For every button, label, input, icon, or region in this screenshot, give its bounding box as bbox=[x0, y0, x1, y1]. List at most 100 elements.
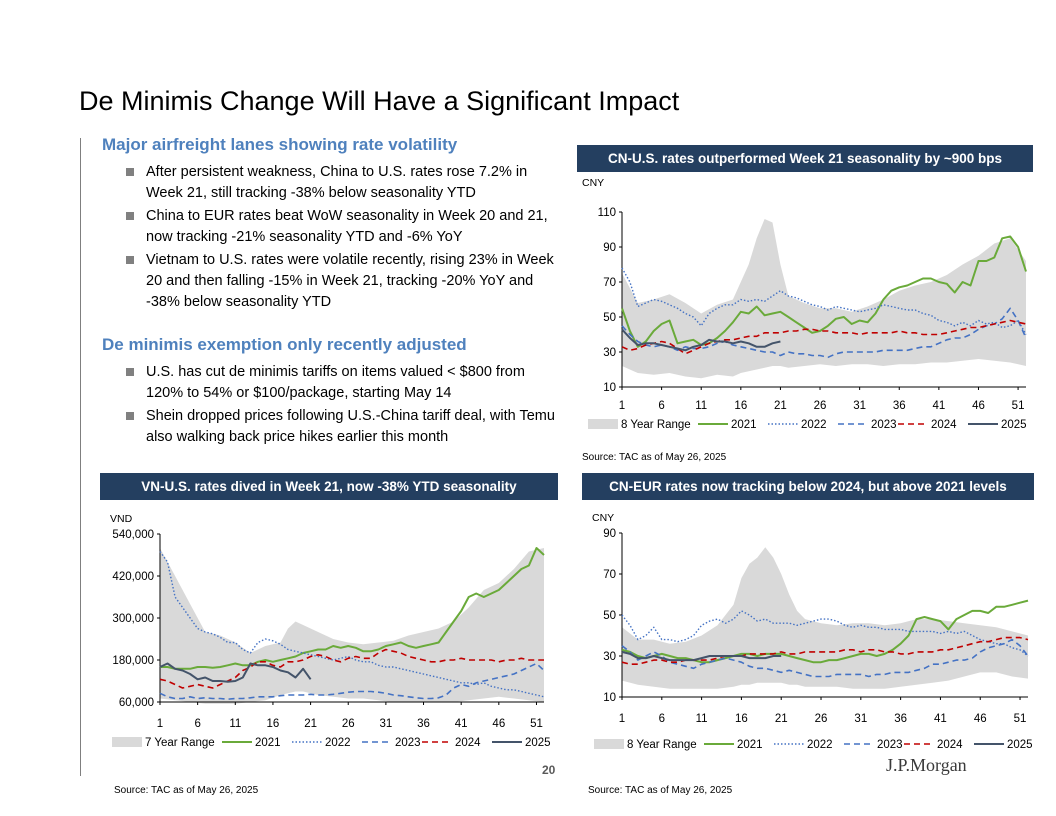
series-line-2021 bbox=[621, 599, 1029, 664]
x-tick-label: 16 bbox=[267, 718, 280, 730]
y-tick-label: 70 bbox=[603, 277, 616, 289]
y-tick-label: 30 bbox=[603, 651, 616, 663]
y-tick-label: 50 bbox=[603, 312, 616, 324]
x-tick-label: 16 bbox=[735, 713, 748, 725]
series-line-2021 bbox=[160, 547, 545, 670]
x-tick-label: 6 bbox=[194, 718, 200, 730]
page-number: 20 bbox=[542, 763, 556, 777]
chart-title-cn-eur: CN-EUR rates now tracking below 2024, bu… bbox=[582, 473, 1034, 500]
legend-swatch-range bbox=[588, 419, 618, 429]
x-tick-label: 51 bbox=[1014, 713, 1027, 725]
x-tick-label: 26 bbox=[342, 718, 355, 730]
legend-swatch-range bbox=[112, 737, 142, 747]
legend-label: 8 Year Range bbox=[627, 739, 697, 751]
series-line-2022 bbox=[159, 551, 545, 698]
x-tick-label: 51 bbox=[1012, 400, 1025, 412]
x-tick-label: 11 bbox=[695, 400, 707, 412]
x-tick-label: 41 bbox=[455, 718, 468, 730]
page-title: De Minimis Change Will Have a Significan… bbox=[79, 86, 680, 116]
y-tick-label: 70 bbox=[603, 569, 616, 581]
x-tick-label: 41 bbox=[932, 400, 945, 412]
bullet-item: U.S. has cut de minimis tariffs on items… bbox=[124, 362, 564, 404]
legend-label: 2023 bbox=[877, 739, 903, 751]
legend-swatch-range bbox=[594, 739, 624, 749]
y-tick-label: 180,000 bbox=[112, 655, 154, 667]
series-line-2024 bbox=[159, 648, 544, 689]
series-line-2024 bbox=[621, 319, 1027, 355]
y-tick-label: 10 bbox=[603, 382, 616, 394]
x-tick-label: 26 bbox=[814, 400, 827, 412]
legend-label: 8 Year Range bbox=[621, 419, 691, 431]
y-tick-label: 90 bbox=[603, 242, 616, 254]
bullet-item: China to EUR rates beat WoW seasonality … bbox=[124, 206, 564, 248]
series-line-2022 bbox=[621, 267, 1027, 335]
series-line-2023 bbox=[159, 662, 545, 700]
legend-label: 2025 bbox=[525, 737, 551, 749]
y-tick-label: 300,000 bbox=[112, 613, 154, 625]
bullet-list-de-minimis: U.S. has cut de minimis tariffs on items… bbox=[124, 362, 564, 450]
x-tick-label: 6 bbox=[659, 713, 665, 725]
y-unit-label: CNY bbox=[592, 512, 614, 524]
x-tick-label: 36 bbox=[893, 400, 906, 412]
y-tick-label: 30 bbox=[603, 347, 616, 359]
legend-label: 2021 bbox=[255, 737, 281, 749]
y-tick-label: 420,000 bbox=[112, 571, 154, 583]
chart-title-vn-us: VN-U.S. rates dived in Week 21, now -38%… bbox=[100, 473, 558, 500]
x-tick-label: 21 bbox=[775, 713, 788, 725]
x-tick-label: 11 bbox=[229, 718, 241, 730]
legend-label: 2022 bbox=[807, 739, 833, 751]
section-heading-de-minimis: De minimis exemption only recently adjus… bbox=[102, 335, 467, 354]
y-tick-label: 90 bbox=[603, 528, 616, 540]
legend-label: 2024 bbox=[931, 419, 957, 431]
legend-label: 2021 bbox=[737, 739, 763, 751]
source-note-bottom-right: Source: TAC as of May 26, 2025 bbox=[588, 785, 733, 796]
jpmorgan-logo: J.P.Morgan bbox=[886, 755, 967, 775]
legend-label: 2021 bbox=[731, 419, 757, 431]
x-tick-label: 31 bbox=[379, 718, 392, 730]
legend-label: 2022 bbox=[325, 737, 351, 749]
x-tick-label: 6 bbox=[658, 400, 664, 412]
y-unit-label: VND bbox=[110, 513, 133, 525]
legend-label: 2024 bbox=[455, 737, 481, 749]
legend-label: 2023 bbox=[395, 737, 421, 749]
source-note-bottom-left: Source: TAC as of May 26, 2025 bbox=[114, 785, 259, 796]
x-tick-label: 1 bbox=[157, 718, 163, 730]
source-note-top-right: Source: TAC as of May 26, 2025 bbox=[582, 452, 727, 463]
x-tick-label: 36 bbox=[894, 713, 907, 725]
series-line-2025 bbox=[621, 650, 782, 662]
x-tick-label: 1 bbox=[619, 713, 625, 725]
x-tick-label: 16 bbox=[734, 400, 747, 412]
x-tick-label: 46 bbox=[974, 713, 987, 725]
range-band bbox=[622, 219, 1026, 379]
bullet-item: Shein dropped prices following U.S.-Chin… bbox=[124, 406, 564, 448]
y-tick-label: 110 bbox=[598, 207, 616, 219]
legend-label: 2023 bbox=[871, 419, 897, 431]
x-tick-label: 41 bbox=[934, 713, 947, 725]
legend-label: 7 Year Range bbox=[145, 737, 215, 749]
legend-label: 2022 bbox=[801, 419, 827, 431]
legend-label: 2025 bbox=[1007, 739, 1033, 751]
x-tick-label: 51 bbox=[530, 718, 543, 730]
x-tick-label: 21 bbox=[304, 718, 317, 730]
divider-line bbox=[80, 138, 81, 776]
x-tick-label: 11 bbox=[696, 713, 708, 725]
bullet-item: After persistent weakness, China to U.S.… bbox=[124, 162, 564, 204]
section-heading-volatility: Major airfreight lanes showing rate vola… bbox=[102, 135, 458, 154]
chart-title-cn-us: CN-U.S. rates outperformed Week 21 seaso… bbox=[577, 145, 1033, 172]
y-unit-label: CNY bbox=[582, 177, 604, 189]
y-tick-label: 10 bbox=[603, 692, 616, 704]
series-line-2021 bbox=[621, 235, 1027, 348]
x-tick-label: 36 bbox=[417, 718, 430, 730]
series-line-2022 bbox=[621, 610, 1029, 657]
bullet-list-volatility: After persistent weakness, China to U.S.… bbox=[124, 162, 564, 315]
series-line-2025 bbox=[621, 328, 781, 352]
series-line-2023 bbox=[621, 307, 1027, 359]
legend-label: 2024 bbox=[937, 739, 963, 751]
series-line-2025 bbox=[159, 662, 312, 683]
x-tick-label: 26 bbox=[815, 713, 828, 725]
range-band bbox=[622, 547, 1028, 689]
y-tick-label: 60,000 bbox=[119, 697, 154, 709]
